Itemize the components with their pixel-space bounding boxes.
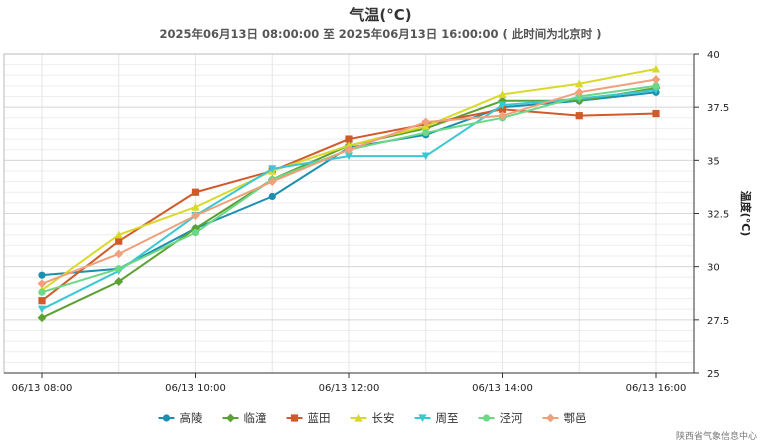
data-point (37, 305, 47, 314)
data-point (651, 64, 661, 73)
series-group (37, 64, 661, 323)
legend-marker (354, 413, 363, 422)
legend-marker (290, 414, 299, 422)
data-point (574, 87, 584, 97)
y-tick-label: 32.5 (707, 210, 729, 221)
data-point (498, 101, 507, 110)
legend-marker (162, 414, 171, 422)
legend-item-2[interactable]: 临潼 (222, 411, 267, 425)
data-point (652, 82, 660, 90)
data-point (191, 229, 200, 237)
source-credit: 陕西省气象信息中心 (675, 432, 757, 442)
legend-item-5[interactable]: 周至 (414, 411, 459, 425)
legend-label: 临潼 (244, 411, 267, 425)
data-point (191, 203, 200, 211)
data-point (498, 96, 507, 106)
data-point (114, 277, 124, 286)
legend-marker (546, 413, 555, 423)
x-tick-label: 06/13 14:00 (472, 383, 533, 394)
legend-item-3[interactable]: 蓝田 (286, 411, 331, 425)
legend-label: 高陵 (180, 411, 203, 425)
legend-label: 鄠邑 (564, 411, 587, 425)
axes: 25 27.5 30 32.5 35 37.5 40 06/13 08:00 06/13 10:… (3, 50, 753, 394)
y-tick-label: 37.5 (707, 103, 729, 114)
legend-item-1[interactable]: 高陵 (158, 411, 203, 425)
chart-subtitle: 2025年06月13日 08:00:00 至 2025年06月13日 16:00… (159, 27, 602, 41)
data-point (344, 145, 354, 155)
x-tick-label: 06/13 12:00 (319, 383, 380, 394)
data-point (114, 230, 123, 239)
data-point (498, 105, 507, 113)
y-tick-label: 27.5 (707, 316, 729, 327)
legend-marker (482, 414, 491, 422)
y-tick-label: 30 (707, 263, 720, 274)
data-point (191, 188, 200, 196)
data-point (345, 135, 353, 143)
legend-label: 蓝田 (308, 411, 331, 425)
data-point (38, 271, 46, 279)
legend: 高陵 临潼 蓝田 长安 周至 泾河 鄠邑 (158, 411, 587, 425)
data-point (651, 75, 661, 84)
y-tick-label: 35 (707, 156, 720, 167)
data-point (268, 165, 277, 173)
x-tick-label: 06/13 10:00 (165, 383, 226, 394)
data-point (115, 265, 123, 273)
data-point (344, 152, 354, 161)
series-7 (37, 75, 661, 289)
legend-label: 周至 (436, 411, 459, 425)
data-point (191, 211, 200, 221)
x-tick-label: 06/13 16:00 (626, 383, 687, 394)
data-point (421, 117, 431, 127)
legend-marker (226, 413, 235, 423)
data-point (652, 109, 660, 118)
data-point (37, 279, 47, 289)
data-point (38, 297, 46, 305)
y-axis-title: 温度(°C) (739, 191, 753, 237)
data-point (498, 111, 507, 121)
legend-label: 泾河 (500, 411, 523, 425)
legend-item-4[interactable]: 长安 (350, 411, 395, 425)
data-point (37, 313, 47, 323)
legend-label: 长安 (372, 411, 395, 425)
data-point (575, 112, 583, 120)
data-point (421, 152, 430, 161)
legend-item-7[interactable]: 鄠邑 (542, 411, 587, 425)
data-point (114, 249, 124, 259)
chart-title: 气温(°C) (349, 6, 412, 24)
data-point (38, 288, 46, 296)
data-point (267, 177, 277, 186)
data-point (498, 90, 507, 99)
x-tick-label: 06/13 08:00 (12, 383, 73, 394)
grid-lines (4, 53, 694, 374)
data-point (422, 129, 430, 137)
y-tick-label: 25 (707, 369, 720, 380)
data-point (115, 237, 123, 245)
y-tick-label: 40 (707, 50, 720, 61)
legend-item-6[interactable]: 泾河 (478, 411, 523, 425)
data-point (268, 192, 276, 201)
legend-marker (418, 414, 427, 423)
data-point (575, 79, 584, 88)
